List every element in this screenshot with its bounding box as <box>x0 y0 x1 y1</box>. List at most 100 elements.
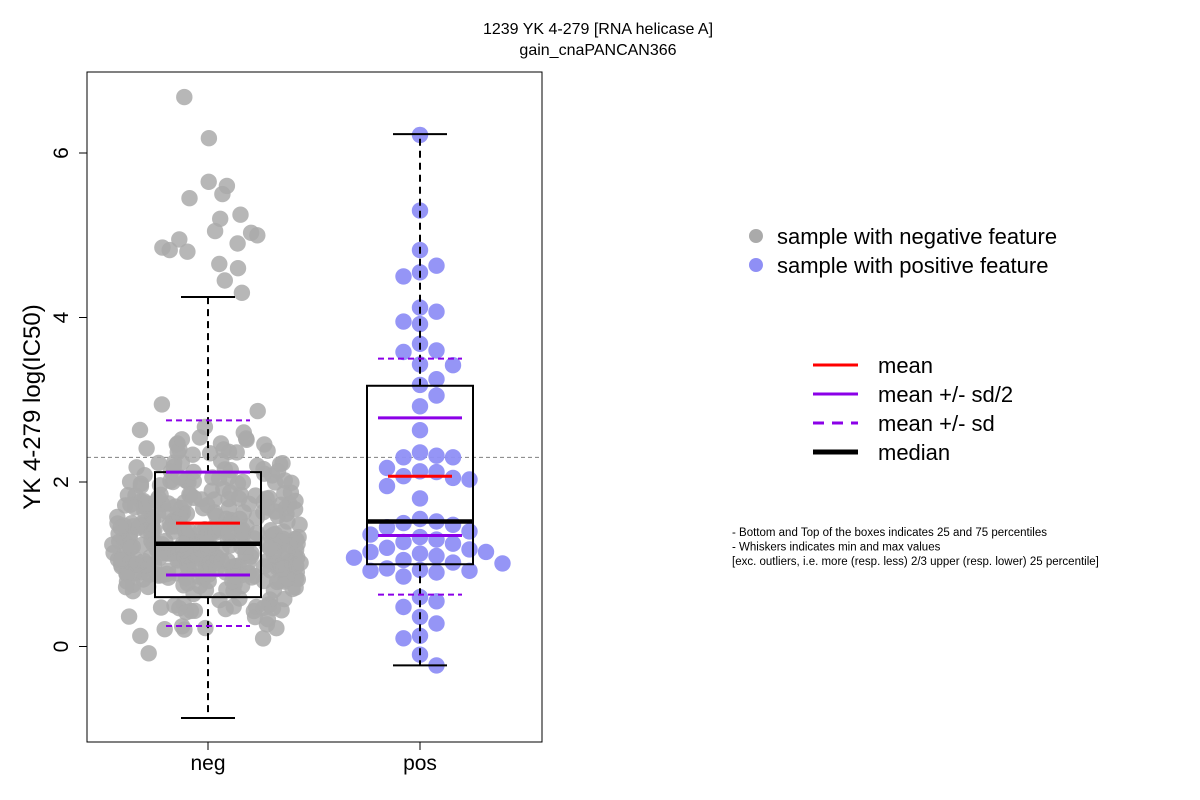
pos-point <box>444 449 462 466</box>
neg-point <box>122 496 139 513</box>
note-line: - Bottom and Top of the boxes indicates … <box>732 527 1047 539</box>
neg-point <box>224 572 241 590</box>
legend: sample with negative feature sample with … <box>749 224 1057 465</box>
pos-point <box>428 387 445 404</box>
neg-point <box>264 599 282 617</box>
pos-point <box>345 549 363 566</box>
pos-point <box>378 560 396 577</box>
neg-point <box>135 552 152 570</box>
y-tick-label: 2 <box>50 476 73 488</box>
neg-point <box>184 446 201 463</box>
neg-point <box>200 173 217 190</box>
pos-point <box>461 523 478 540</box>
pos-point <box>411 528 429 546</box>
pos-point <box>428 547 445 565</box>
pos-point <box>411 510 429 528</box>
neg-point <box>120 608 138 625</box>
neg-point <box>139 578 157 596</box>
legend-point-marker <box>749 229 763 243</box>
neg-point <box>211 592 228 609</box>
neg-point <box>229 235 246 252</box>
neg-point <box>197 619 214 637</box>
neg-point <box>152 486 169 503</box>
neg-point <box>140 645 157 662</box>
pos-point <box>444 516 462 533</box>
pos-point <box>428 447 445 464</box>
pos-point <box>411 398 429 415</box>
neg-point <box>215 441 232 458</box>
legend-point-label: sample with negative feature <box>777 224 1057 249</box>
neg-point <box>171 509 189 526</box>
pos-point <box>395 343 412 361</box>
y-tick-label: 0 <box>50 641 73 653</box>
neg-point <box>137 495 155 512</box>
legend-line-label: mean +/- sd <box>878 411 995 436</box>
neg-point <box>132 627 149 645</box>
neg-point <box>232 206 249 223</box>
pos-point <box>428 463 445 481</box>
y-tick-label: 6 <box>50 147 73 159</box>
neg-point <box>222 462 239 479</box>
pos-point <box>395 598 412 616</box>
pos-point <box>411 545 429 562</box>
neg-point <box>208 507 225 524</box>
neg-point <box>154 544 171 562</box>
pos-point <box>395 449 412 466</box>
neg-point <box>229 260 247 277</box>
neg-point <box>191 429 209 446</box>
neg-point <box>152 599 170 616</box>
neg-point <box>176 621 193 638</box>
pos-point <box>395 568 412 585</box>
pos-point <box>378 539 396 556</box>
pos-point <box>494 555 511 572</box>
neg-point <box>200 130 218 147</box>
neg-point <box>256 436 273 453</box>
neg-point <box>234 523 251 541</box>
neg-point <box>186 602 204 619</box>
pos-point <box>411 588 429 606</box>
neg-point <box>181 190 198 207</box>
neg-point <box>165 523 182 540</box>
neg-point <box>171 231 188 248</box>
legend-line-label: mean +/- sd/2 <box>878 382 1013 407</box>
neg-point <box>275 560 292 577</box>
pos-point <box>444 357 462 374</box>
neg-point <box>242 224 260 241</box>
neg-point <box>276 472 293 489</box>
pos-point <box>395 551 412 569</box>
y-axis: 0 2 4 6 <box>50 147 88 653</box>
neg-point <box>156 621 173 638</box>
neg-point <box>278 543 296 561</box>
neg-point <box>153 396 171 413</box>
pos-point <box>444 554 462 571</box>
neg-point <box>249 402 266 420</box>
pos-point <box>428 615 445 632</box>
y-tick-label: 4 <box>50 311 73 323</box>
neg-point <box>179 243 196 260</box>
neg-point <box>131 421 149 439</box>
pos-point <box>444 535 462 552</box>
neg-point <box>210 470 228 487</box>
pos-point <box>428 564 445 581</box>
neg-point <box>216 272 233 289</box>
neg-point <box>206 222 224 240</box>
points-layer <box>104 88 511 674</box>
pos-point <box>428 593 445 610</box>
neg-point <box>255 460 272 478</box>
pos-point <box>477 543 495 561</box>
pos-point <box>428 303 445 320</box>
neg-point <box>138 440 155 457</box>
neg-point <box>132 478 150 495</box>
neg-point <box>150 454 167 472</box>
neg-point <box>200 572 217 590</box>
neg-point <box>267 503 284 520</box>
pos-point <box>411 490 429 507</box>
x-tick-label: pos <box>403 752 437 775</box>
legend-point-label: sample with positive feature <box>777 253 1048 278</box>
pos-point <box>362 526 379 543</box>
neg-point <box>131 517 149 534</box>
neg-point <box>230 490 248 507</box>
pos-point <box>461 562 478 579</box>
legend-line-label: mean <box>878 353 933 378</box>
